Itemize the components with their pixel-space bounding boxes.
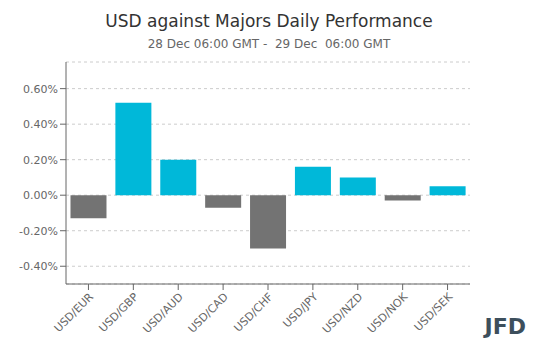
- svg-text:USD/EUR: USD/EUR: [52, 290, 97, 335]
- svg-text:USD/NOK: USD/NOK: [365, 290, 411, 336]
- svg-text:USD/GBP: USD/GBP: [96, 290, 141, 335]
- svg-text:USD/AUD: USD/AUD: [140, 290, 185, 335]
- svg-text:USD/SEK: USD/SEK: [412, 290, 456, 334]
- svg-text:-0.20%: -0.20%: [19, 225, 58, 238]
- html-text:USD against Majors Daily Perfo: USD against Majors Daily Performance: [105, 11, 433, 31]
- html-text:JFD: JFD: [484, 314, 526, 339]
- svg-text:USD/CHF: USD/CHF: [231, 290, 275, 334]
- svg-text:-0.40%: -0.40%: [19, 260, 58, 273]
- svg-text:0.20%: 0.20%: [23, 154, 58, 167]
- svg-text:USD/JPY: USD/JPY: [281, 290, 321, 330]
- svg-text:USD/CAD: USD/CAD: [186, 290, 231, 335]
- svg-text:0.40%: 0.40%: [23, 118, 58, 131]
- html-text:28 Dec 06:00 GMT - 29 Dec 06:0: 28 Dec 06:00 GMT - 29 Dec 06:00 GMT: [147, 37, 391, 51]
- svg-text:0.00%: 0.00%: [23, 189, 58, 202]
- svg-text:USD/NZD: USD/NZD: [320, 290, 366, 336]
- svg-text:0.60%: 0.60%: [23, 83, 58, 96]
